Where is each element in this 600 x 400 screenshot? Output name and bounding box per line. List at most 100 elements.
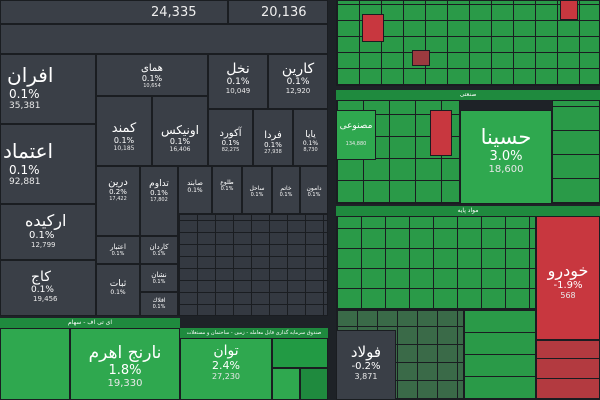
sector-header-etf: ای تی اف - سهام — [0, 318, 180, 328]
ticker-name: كاج — [31, 269, 51, 285]
ticker-volume: 35,381 — [9, 101, 41, 111]
sector-header-mavad-payeh: مواد پايه — [336, 206, 600, 216]
ticker-change: -1.9% — [553, 280, 583, 291]
ticker-change: 0.1% — [152, 304, 166, 310]
ticker-change: 3.0% — [489, 149, 523, 164]
ticker-name: حسينا — [480, 125, 532, 149]
ticker-name: نارنج اهرم — [88, 343, 162, 363]
ticker-change: 0.1% — [9, 163, 40, 177]
ticker-volume: 3,871 — [354, 372, 378, 381]
tile-akord[interactable]: آكورد 0.1% 82,275 — [208, 109, 253, 166]
tile-kaj[interactable]: كاج 0.1% 19,456 — [0, 260, 96, 316]
ticker-volume: 27,230 — [212, 372, 240, 381]
ticker-name: كاردان — [149, 243, 169, 251]
tile-bottom-small-c[interactable] — [300, 368, 328, 400]
tile-narenj[interactable]: نارنج اهرم 1.8% 19,330 — [70, 328, 180, 400]
ticker-change: -0.2% — [351, 361, 381, 372]
tile-kardan[interactable]: كاردان 0.1% — [140, 236, 178, 264]
tile-bottom-small-b[interactable] — [272, 368, 300, 400]
ticker-change: 0.1% — [111, 251, 125, 257]
ticker-change: 0.1% — [307, 192, 321, 198]
ticker-name: طلوع — [220, 179, 234, 186]
ticker-change: 0.1% — [113, 136, 135, 145]
ticker-volume: 10,654 — [143, 83, 161, 89]
ticker-change: 0.1% — [152, 251, 166, 257]
ticker-name: نشان — [151, 271, 167, 279]
ticker-change: 0.1% — [226, 77, 250, 87]
ticker-name: اعتماد — [3, 139, 54, 163]
ticker-name: مصنوعی — [339, 121, 373, 131]
tile-kamand[interactable]: كمند 0.1% 10,185 — [96, 96, 152, 166]
tile-yaba[interactable]: يايا 0.1% 8,730 — [293, 109, 328, 166]
ticker-name: صابند — [187, 179, 203, 187]
tile-bottom-small-a[interactable] — [272, 338, 328, 368]
tile-afran[interactable]: افران 0.1% 35,381 — [0, 54, 96, 124]
ticker-name: درين — [108, 177, 128, 188]
tile-arkideh[interactable]: اركيده 0.1% 12,799 — [0, 204, 96, 260]
sector-header-realestate: صندوق سرمايه گذاری قابل معامله - زمين - … — [180, 328, 328, 338]
tile-top-mid-strip — [0, 24, 328, 54]
ticker-volume: 19,330 — [107, 378, 143, 389]
ticker-volume: 17,422 — [109, 196, 127, 202]
ticker-change: 1.8% — [108, 363, 142, 378]
ticker-name: نخل — [226, 61, 250, 77]
ticker-volume: 82,275 — [221, 147, 240, 153]
ticker-name: اعتبار — [110, 243, 126, 251]
ticker-volume: 12,920 — [285, 87, 311, 95]
ticker-change: 0.2% — [109, 188, 127, 196]
ticker-name: اركيده — [25, 211, 67, 230]
tile-small-grid — [178, 214, 328, 316]
ticker-volume: 134,880 — [345, 141, 367, 147]
tile-right-top-red-b[interactable] — [560, 0, 578, 20]
tile-right-lower-mosaic — [336, 216, 536, 310]
tile-neshan[interactable]: نشان 0.1% — [140, 264, 178, 292]
ticker-name: كمند — [111, 121, 137, 136]
tile-dorin[interactable]: درين 0.2% 17,422 — [96, 166, 140, 236]
tile-foolad[interactable]: فولاد -0.2% 3,871 — [336, 330, 396, 400]
tile-value: 20,136 — [261, 5, 307, 20]
sector-header-sanati: صنعتی — [336, 90, 600, 100]
tile-khatam[interactable]: خاتم 0.1% — [272, 166, 300, 214]
tile-onix[interactable]: اونيكس 0.1% 16,406 — [152, 96, 208, 166]
ticker-name: افلاك — [152, 297, 166, 304]
ticker-change: 0.1% — [187, 187, 203, 194]
ticker-change: 0.1% — [31, 285, 54, 295]
ticker-change: 0.1% — [169, 137, 191, 146]
ticker-change: 0.1% — [141, 74, 163, 83]
tile-right-mid-red[interactable] — [430, 110, 452, 156]
ticker-name: دامون — [306, 185, 322, 192]
tile-hasina[interactable]: حسينا 3.0% 18,600 — [460, 110, 552, 204]
tile-homay[interactable]: همای 0.1% 10,654 — [96, 54, 208, 96]
tile-etemad[interactable]: اعتماد 0.1% 92,881 — [0, 124, 96, 204]
ticker-change: 0.1% — [29, 230, 55, 241]
tile-bottom-left-edge[interactable] — [0, 328, 70, 400]
tile-masoumi[interactable]: مصنوعی 134,880 — [336, 110, 376, 160]
tile-right-top-red-c[interactable] — [412, 50, 430, 66]
tile-tadavom[interactable]: تداوم 0.1% 17,802 — [140, 166, 178, 236]
ticker-change: 0.1% — [9, 87, 40, 101]
tile-sahel[interactable]: ساحل 0.1% — [242, 166, 272, 214]
ticker-name: افران — [7, 63, 54, 87]
tile-karin[interactable]: كارين 0.1% 12,920 — [268, 54, 328, 109]
tile-right-top-red-a[interactable] — [362, 14, 384, 42]
ticker-change: 0.1% — [286, 77, 310, 87]
tile-nakhl[interactable]: نخل 0.1% 10,049 — [208, 54, 268, 109]
tile-sabad[interactable]: صابند 0.1% — [178, 166, 212, 214]
tile-toloo[interactable]: طلوع 0.1% — [212, 166, 242, 214]
tile-right-mid-right — [552, 100, 600, 204]
tile-khodro[interactable]: خودرو -1.9% 568 — [536, 216, 600, 340]
tile-etebar[interactable]: اعتبار 0.1% — [96, 236, 140, 264]
tile-right-bottom-red[interactable] — [536, 340, 600, 400]
right-separator — [328, 0, 336, 400]
ticker-volume: 92,881 — [9, 177, 41, 187]
tile-damoon[interactable]: دامون 0.1% — [300, 166, 328, 214]
tile-top-left[interactable]: 24,335 — [0, 0, 228, 24]
tile-aflak[interactable]: افلاك 0.1% — [140, 292, 178, 316]
tile-tavan[interactable]: توان 2.4% 27,230 — [180, 338, 272, 400]
tile-top-mid[interactable]: 20,136 — [228, 0, 328, 24]
tile-sabat[interactable]: ثبات 0.1% — [96, 264, 140, 316]
ticker-name: ثبات — [109, 279, 127, 289]
tile-farda[interactable]: فردا 0.1% 27,938 — [253, 109, 293, 166]
ticker-volume: 568 — [560, 291, 576, 300]
ticker-name: كارين — [281, 61, 315, 77]
